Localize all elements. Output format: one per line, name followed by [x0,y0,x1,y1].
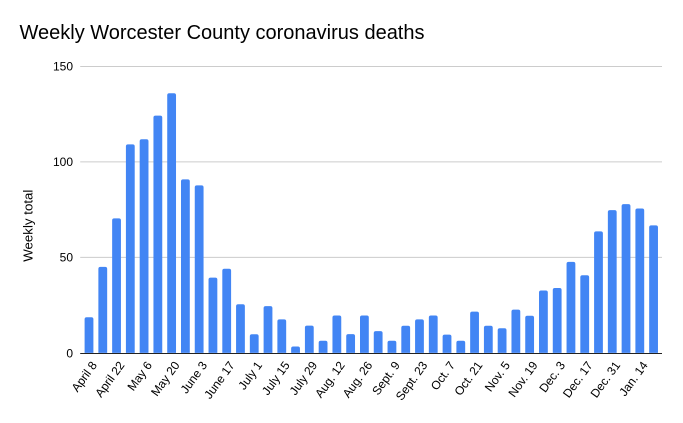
svg-text:0: 0 [66,346,73,360]
svg-text:50: 50 [60,251,74,265]
svg-text:Weekly total: Weekly total [21,190,36,262]
svg-text:Aug. 26: Aug. 26 [340,358,376,400]
svg-text:Nov. 19: Nov. 19 [505,358,540,399]
svg-text:July 15: July 15 [259,358,293,397]
svg-text:May 20: May 20 [148,358,183,398]
svg-text:Oct. 21: Oct. 21 [451,358,485,398]
svg-text:Dec. 31: Dec. 31 [588,358,624,400]
svg-text:100: 100 [53,155,73,169]
svg-text:Jan. 14: Jan. 14 [616,358,651,398]
svg-text:April 22: April 22 [92,358,127,399]
svg-text:Weekly Worcester County corona: Weekly Worcester County coronavirus deat… [20,22,425,44]
svg-text:150: 150 [53,60,73,74]
